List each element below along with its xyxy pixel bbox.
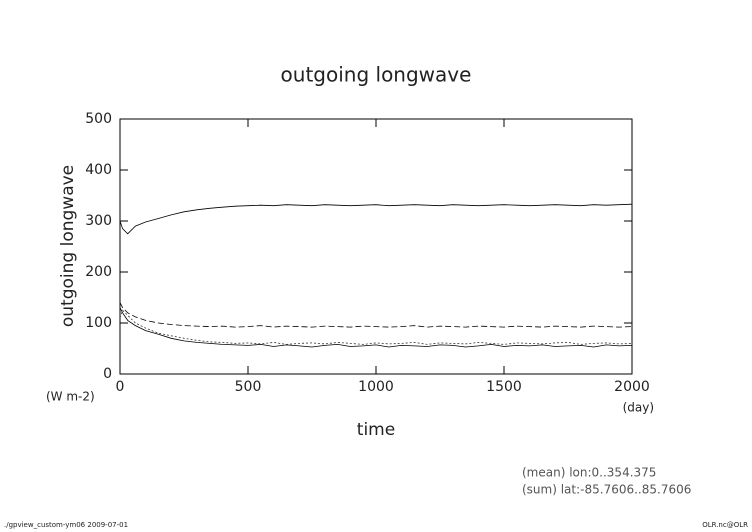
line-series <box>119 203 633 235</box>
y-axis-label: outgoing longwave <box>58 165 78 327</box>
y-tick-label: 100 <box>85 315 112 331</box>
y-tick-label: 0 <box>103 366 112 382</box>
x-tick-label: 2000 <box>614 379 650 395</box>
y-tick-label: 300 <box>85 213 112 229</box>
footer-left: ./gpview_custom-ym06 2009-07-01 <box>4 521 128 529</box>
x-tick-label: 0 <box>116 379 125 395</box>
x-tick-label: 500 <box>235 379 262 395</box>
y-unit: (W m-2) <box>46 390 95 404</box>
x-tick-label: 1000 <box>358 379 394 395</box>
line-series <box>119 307 633 348</box>
footer-right: OLR.nc@OLR <box>702 521 748 529</box>
note: (mean) lon:0..354.375 <box>522 466 656 480</box>
y-tick-label: 400 <box>85 162 112 178</box>
y-tick-label: 500 <box>85 111 112 127</box>
note: (sum) lat:-85.7606..85.7606 <box>522 483 691 497</box>
x-unit: (day) <box>623 401 654 415</box>
line-series <box>119 309 633 345</box>
x-tick-label: 1500 <box>486 379 522 395</box>
chart-title: outgoing longwave <box>281 63 472 87</box>
y-tick-label: 200 <box>85 264 112 280</box>
x-axis-label: time <box>357 420 395 440</box>
